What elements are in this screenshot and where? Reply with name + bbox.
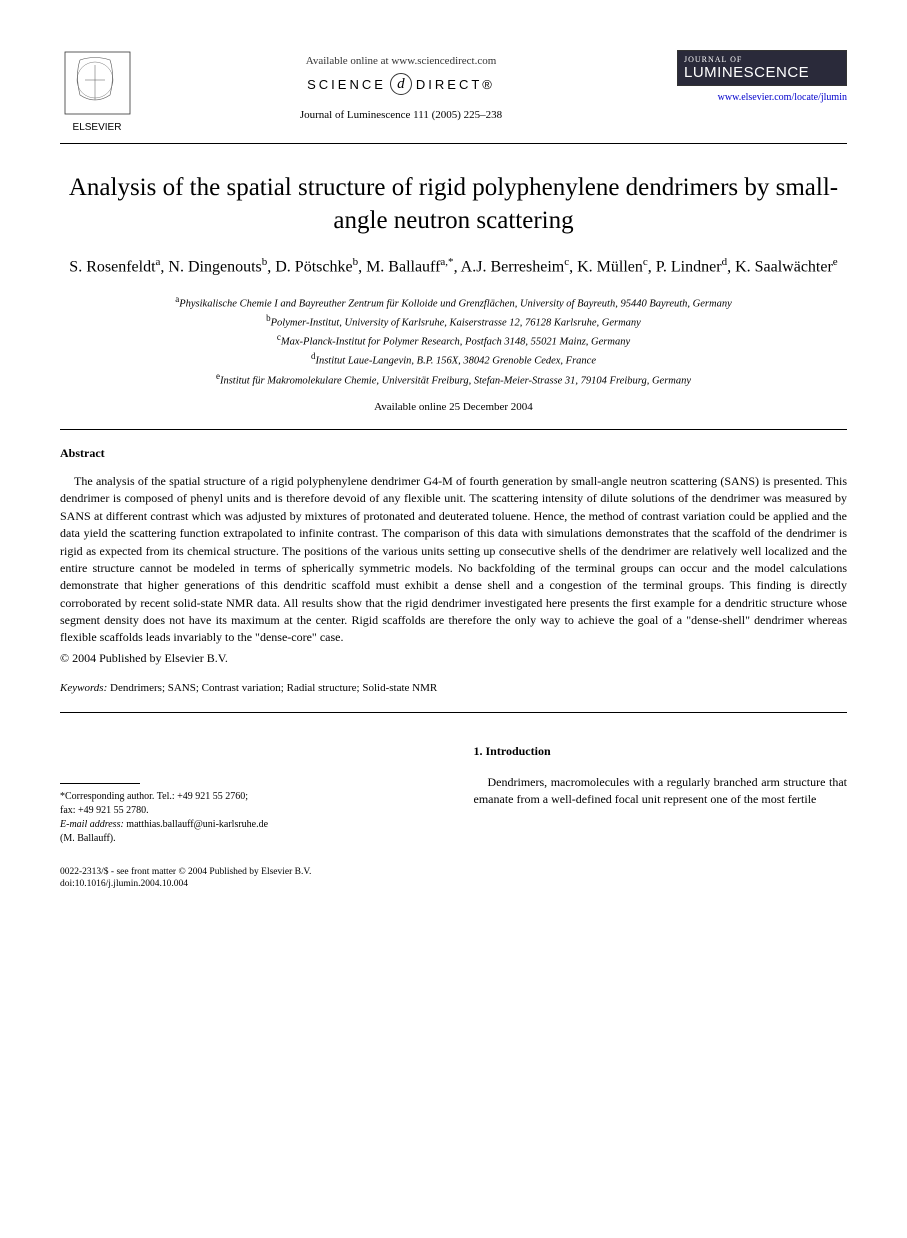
corresp-fax: fax: +49 921 55 2780. [60, 804, 434, 818]
journal-logo-block: JOURNAL OF LUMINESCENCE www.elsevier.com… [667, 50, 847, 103]
science-direct-logo: SCIENCE d DIRECT® [135, 73, 667, 95]
abstract-heading: Abstract [60, 446, 847, 461]
email-address[interactable]: matthias.ballauff@uni-karlsruhe.de [124, 819, 268, 830]
journal-logo-small: JOURNAL OF [684, 55, 840, 64]
authors-list: S. Rosenfeldta, N. Dingenoutsb, D. Pötsc… [60, 255, 847, 279]
affiliation-a: aPhysikalische Chemie I and Bayreuther Z… [60, 293, 847, 312]
left-column: *Corresponding author. Tel.: +49 921 55 … [60, 743, 434, 846]
footer-issn: 0022-2313/$ - see front matter © 2004 Pu… [60, 866, 847, 878]
article-title: Analysis of the spatial structure of rig… [60, 172, 847, 237]
corresp-tel: *Corresponding author. Tel.: +49 921 55 … [60, 790, 434, 804]
introduction-heading: 1. Introduction [474, 743, 848, 760]
keywords-line: Keywords: Dendrimers; SANS; Contrast var… [60, 682, 847, 694]
sd-right: DIRECT® [416, 77, 495, 92]
sd-left: SCIENCE [307, 77, 386, 92]
journal-logo-box: JOURNAL OF LUMINESCENCE [677, 50, 847, 86]
available-online-text: Available online at www.sciencedirect.co… [135, 55, 667, 67]
journal-link[interactable]: www.elsevier.com/locate/jlumin [667, 92, 847, 103]
abstract-bottom-divider [60, 712, 847, 713]
journal-reference: Journal of Luminescence 111 (2005) 225–2… [135, 109, 667, 121]
copyright-line: © 2004 Published by Elsevier B.V. [60, 651, 847, 666]
introduction-text: Dendrimers, macromolecules with a regula… [474, 774, 848, 809]
abstract-text: The analysis of the spatial structure of… [60, 473, 847, 647]
online-date: Available online 25 December 2004 [60, 401, 847, 413]
email-label: E-mail address: [60, 819, 124, 830]
header-row: ELSEVIER Available online at www.science… [60, 50, 847, 135]
right-column: 1. Introduction Dendrimers, macromolecul… [474, 743, 848, 846]
affiliation-e: eInstitut für Makromolekulare Chemie, Un… [60, 370, 847, 389]
corresp-name: (M. Ballauff). [60, 832, 434, 846]
affiliation-b: bPolymer-Institut, University of Karlsru… [60, 312, 847, 331]
affiliation-d: dInstitut Laue-Langevin, B.P. 156X, 3804… [60, 350, 847, 369]
journal-logo-big: LUMINESCENCE [684, 64, 840, 81]
corresp-divider [60, 783, 140, 784]
top-divider [60, 143, 847, 144]
keywords-text: Dendrimers; SANS; Contrast variation; Ra… [107, 682, 437, 694]
corresponding-author: *Corresponding author. Tel.: +49 921 55 … [60, 790, 434, 846]
keywords-label: Keywords: [60, 682, 107, 694]
corresp-email-line: E-mail address: matthias.ballauff@uni-ka… [60, 818, 434, 832]
elsevier-logo: ELSEVIER [60, 50, 135, 135]
abstract-top-divider [60, 429, 847, 430]
center-header: Available online at www.sciencedirect.co… [135, 50, 667, 121]
footer-info: 0022-2313/$ - see front matter © 2004 Pu… [60, 866, 847, 891]
footer-doi: doi:10.1016/j.jlumin.2004.10.004 [60, 878, 847, 890]
affiliations-list: aPhysikalische Chemie I and Bayreuther Z… [60, 293, 847, 389]
affiliation-c: cMax-Planck-Institut for Polymer Researc… [60, 331, 847, 350]
sd-d-icon: d [390, 73, 412, 95]
elsevier-text: ELSEVIER [73, 122, 122, 133]
bottom-columns: *Corresponding author. Tel.: +49 921 55 … [60, 743, 847, 846]
